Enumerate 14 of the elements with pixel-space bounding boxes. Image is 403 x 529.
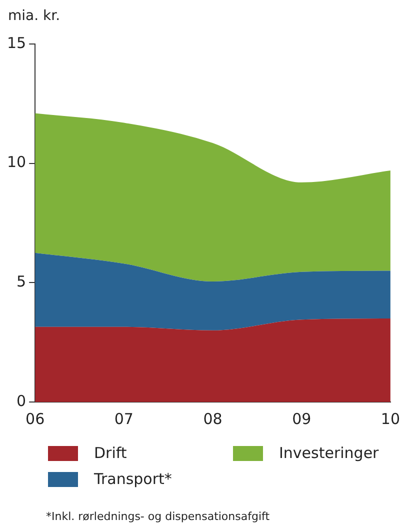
legend-label: Investeringer bbox=[279, 444, 379, 462]
y-tick-label: 15 bbox=[6, 34, 26, 52]
x-tick-label: 07 bbox=[114, 410, 134, 428]
y-tick-label: 10 bbox=[6, 153, 26, 172]
y-tick-label: 5 bbox=[16, 272, 26, 291]
x-tick-label: 09 bbox=[292, 410, 312, 428]
y-tick-label: 0 bbox=[16, 392, 26, 410]
x-tick-label: 06 bbox=[26, 410, 45, 428]
x-tick-label: 08 bbox=[203, 410, 222, 428]
y-axis-title: mia. kr. bbox=[8, 8, 60, 24]
legend-label: Transport* bbox=[94, 470, 172, 488]
legend-label: Drift bbox=[94, 444, 127, 462]
x-tick-label: 10 bbox=[380, 410, 400, 428]
text: *Inkl. rørlednings- og dispensationsafgift bbox=[46, 510, 270, 523]
